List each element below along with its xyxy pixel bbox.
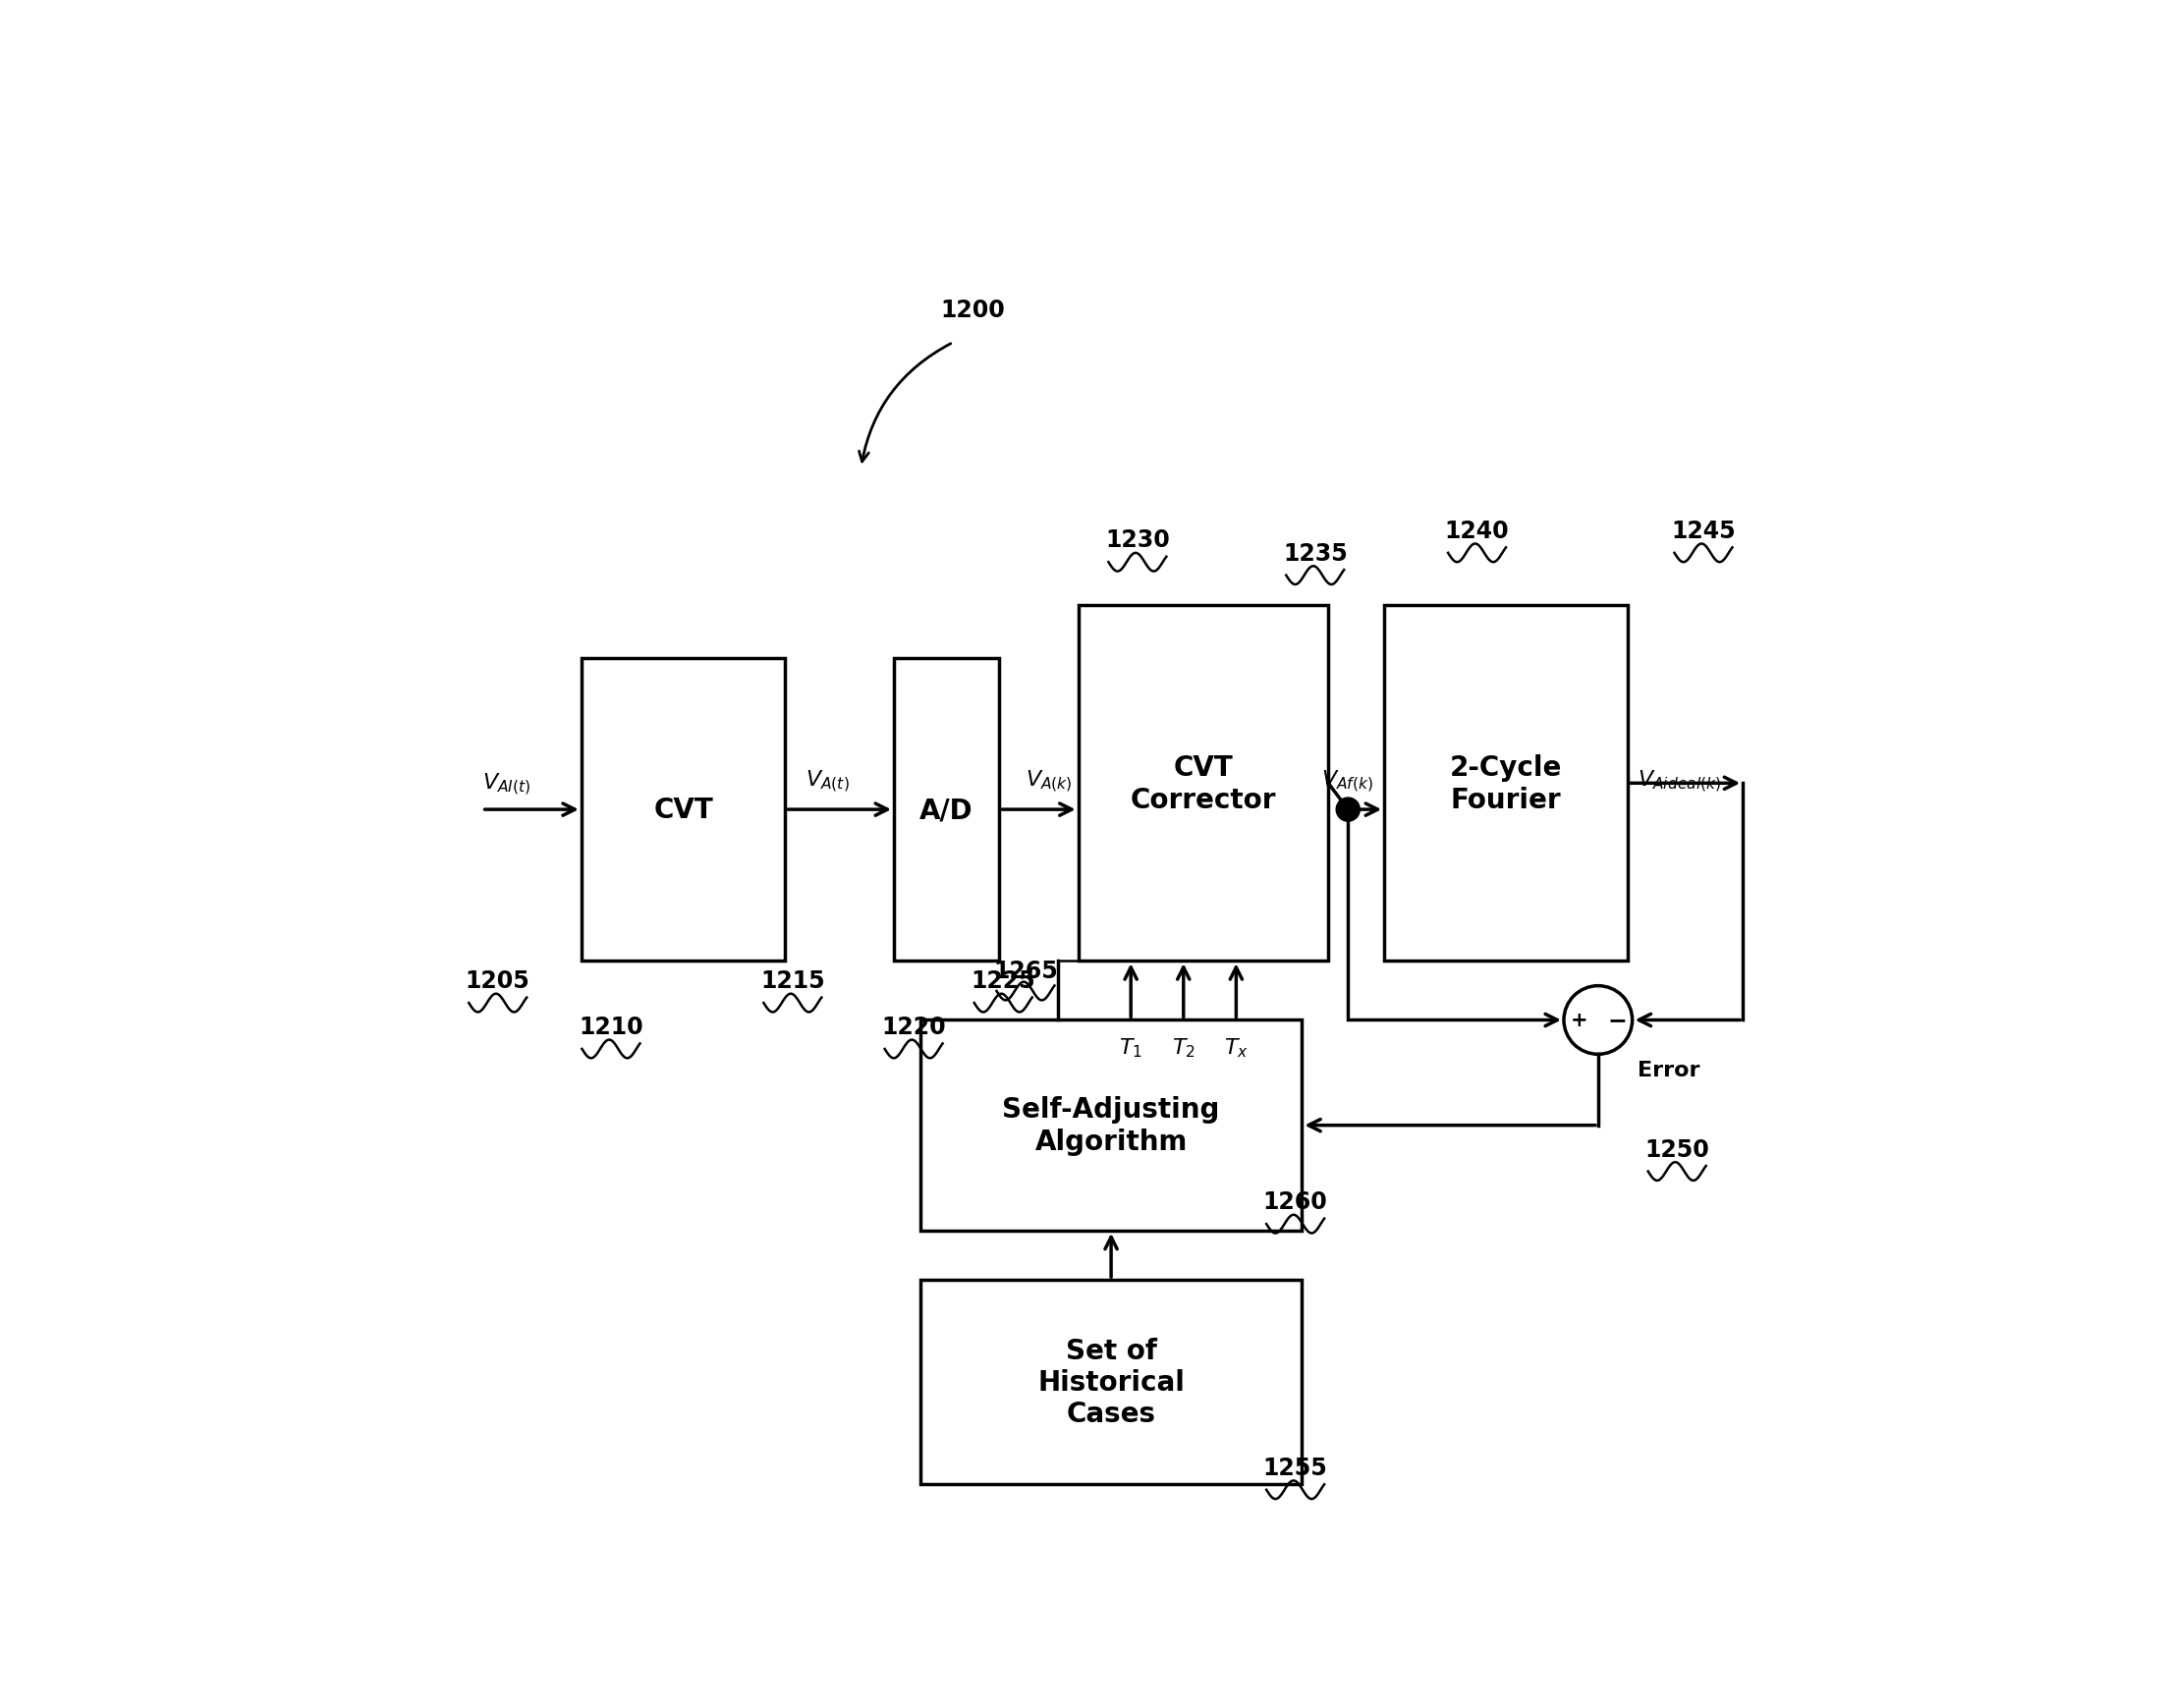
Text: CVT: CVT [653,796,713,823]
Text: Error: Error [1637,1061,1700,1079]
Text: 1205: 1205 [466,968,531,992]
FancyBboxPatch shape [893,659,999,962]
Text: 1260: 1260 [1264,1190,1327,1214]
Text: 1230: 1230 [1106,528,1171,552]
Circle shape [1335,798,1359,822]
Text: $T_x$: $T_x$ [1225,1037,1249,1059]
Text: 1210: 1210 [579,1015,644,1038]
Text: +: + [1570,1011,1587,1030]
Text: −: − [1606,1009,1626,1032]
FancyBboxPatch shape [919,1279,1303,1484]
Text: $V_{A(k)}$: $V_{A(k)}$ [1025,769,1073,794]
FancyBboxPatch shape [919,1020,1303,1231]
Text: $V_{Aideal(k)}$: $V_{Aideal(k)}$ [1637,769,1721,794]
Text: 2-Cycle
Fourier: 2-Cycle Fourier [1450,753,1563,813]
Text: Set of
Historical
Cases: Set of Historical Cases [1038,1336,1184,1428]
Text: 1240: 1240 [1444,519,1509,543]
Text: $V_{AI(t)}$: $V_{AI(t)}$ [481,770,531,796]
Text: 1225: 1225 [971,968,1036,992]
Text: 1220: 1220 [882,1015,945,1038]
Text: $V_{A(t)}$: $V_{A(t)}$ [806,769,850,794]
Text: 1215: 1215 [761,968,824,992]
Text: 1255: 1255 [1264,1455,1327,1479]
Text: $V_{Af(k)}$: $V_{Af(k)}$ [1322,769,1375,794]
Text: A/D: A/D [919,796,973,823]
Text: 1250: 1250 [1646,1138,1708,1161]
Text: 1200: 1200 [941,299,1006,321]
Text: 1265: 1265 [993,958,1058,982]
Text: $T_1$: $T_1$ [1119,1037,1143,1059]
Text: 1235: 1235 [1283,541,1346,565]
FancyBboxPatch shape [581,659,785,962]
FancyBboxPatch shape [1077,606,1329,962]
Text: 1245: 1245 [1672,519,1737,543]
FancyArrowPatch shape [859,345,952,463]
Text: Self-Adjusting
Algorithm: Self-Adjusting Algorithm [1002,1097,1221,1155]
Text: $T_2$: $T_2$ [1171,1037,1195,1059]
Text: CVT
Corrector: CVT Corrector [1130,753,1277,813]
FancyBboxPatch shape [1383,606,1628,962]
